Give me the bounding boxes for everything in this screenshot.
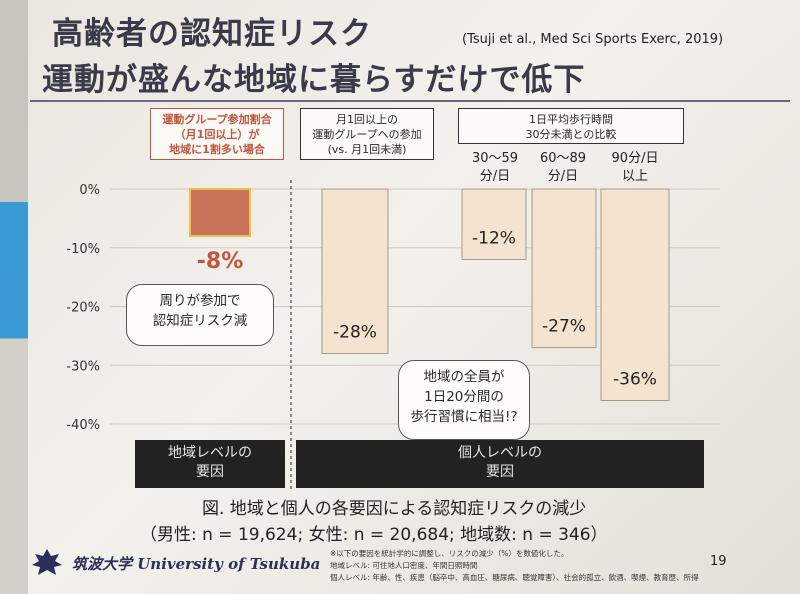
bar-walking_90_plus xyxy=(600,188,670,401)
individual-level-label: 個人レベルの 要因 xyxy=(296,440,704,488)
y-tick-label: 0% xyxy=(79,183,100,198)
title-divider xyxy=(30,100,790,102)
individual-covariates-note: 個人レベル: 年齢、性、疾患（脳卒中、高血圧、糖尿病、聴覚障害）、社会的孤立、飲… xyxy=(330,573,699,582)
bar-value-label: -8% xyxy=(197,249,243,274)
bar-walking_60_89 xyxy=(531,188,597,349)
bar-group_participation xyxy=(321,188,389,354)
bar-value-label: -27% xyxy=(542,317,586,337)
y-tick-label: -30% xyxy=(66,359,100,374)
university-name: 筑波大学 University of Tsukuba xyxy=(72,555,321,573)
bar-walking_30_59 xyxy=(461,188,527,260)
walk-category-label: 90分/日 以上 xyxy=(611,151,659,184)
bar-value-label: -12% xyxy=(472,229,516,249)
regional-covariates-note: 地域レベル: 可住地人口密度、年間日照時間 xyxy=(330,561,478,570)
walk-category-label: 30〜59 分/日 xyxy=(471,151,519,184)
y-tick-label: -20% xyxy=(66,301,100,316)
walk-category-label: 60〜89 分/日 xyxy=(539,151,587,184)
university-crest-icon xyxy=(32,549,62,575)
bar-value-label: -36% xyxy=(613,370,657,390)
slide-title-line2: 運動が盛んな地域に暮らすだけで低下 xyxy=(42,62,586,98)
bar-value-label: -28% xyxy=(333,323,377,343)
regional-header-box: 運動グループ参加割合 （月1回以上）が 地域に1割多い場合 xyxy=(150,108,284,160)
figure-caption: 図. 地域と個人の各要因による認知症リスクの減少 xyxy=(202,499,587,519)
y-tick-label: -40% xyxy=(66,418,100,433)
bar-regional xyxy=(189,188,251,237)
y-tick-label: -10% xyxy=(66,242,100,257)
group-header-box: 月1回以上の 運動グループへの参加 (vs. 月1回未満) xyxy=(300,108,434,160)
regional-level-label: 地域レベルの 要因 xyxy=(135,440,285,488)
figure-caption-sample: （男性: n = 19,624; 女性: n = 20,684; 地域数: n … xyxy=(140,525,608,545)
left-accent-bar xyxy=(0,0,28,594)
regional-callout: 周りが参加で 認知症リスク減 xyxy=(126,284,274,346)
slide-title-line1: 高齢者の認知症リスク xyxy=(52,16,372,52)
adjustment-note: ※以下の要因を統計学的に調整し、リスクの減少（%）を数値化した。 xyxy=(330,549,569,558)
walking-header-box: 1日平均歩行時間 30分未満との比較 xyxy=(458,108,684,144)
walking-callout: 地域の全員が 1日20分間の 歩行習慣に相当!? xyxy=(398,360,530,440)
page-number: 19 xyxy=(710,554,727,569)
citation: (Tsuji et al., Med Sci Sports Exerc, 201… xyxy=(462,32,724,47)
